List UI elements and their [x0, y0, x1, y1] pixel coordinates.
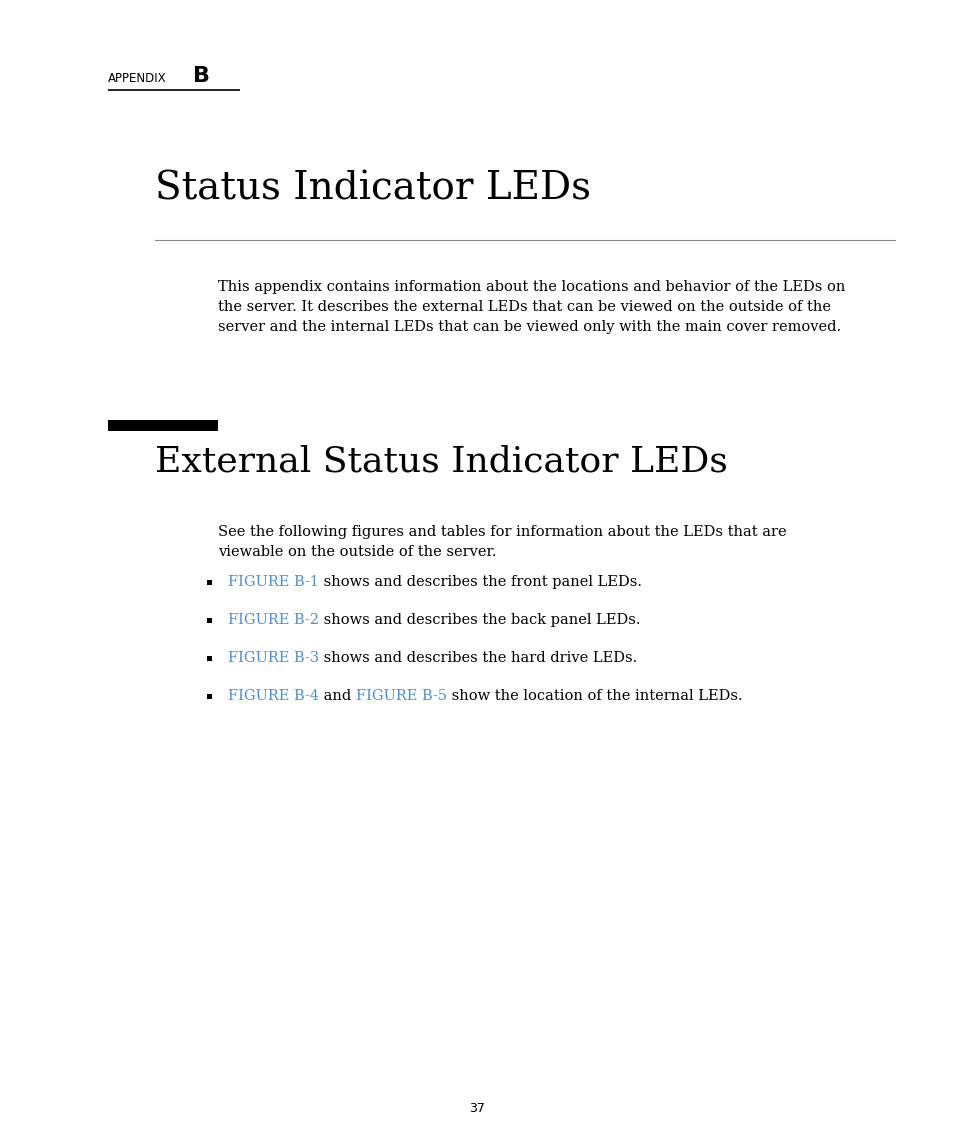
Text: APPENDIX: APPENDIX	[108, 72, 167, 85]
Bar	[207, 579, 212, 584]
Text: shows and describes the front panel LEDs.: shows and describes the front panel LEDs…	[318, 575, 641, 589]
Bar	[207, 655, 212, 661]
Text: FIGURE B-4: FIGURE B-4	[228, 689, 318, 703]
Bar	[207, 617, 212, 623]
Text: 37: 37	[469, 1101, 484, 1114]
Bar	[108, 420, 218, 431]
Text: and: and	[318, 689, 355, 703]
Text: FIGURE B-5: FIGURE B-5	[355, 689, 446, 703]
Text: Status Indicator LEDs: Status Indicator LEDs	[154, 171, 590, 208]
Text: See the following figures and tables for information about the LEDs that are
vie: See the following figures and tables for…	[218, 526, 786, 559]
Text: External Status Indicator LEDs: External Status Indicator LEDs	[154, 445, 727, 479]
Text: B: B	[193, 66, 210, 86]
Text: shows and describes the back panel LEDs.: shows and describes the back panel LEDs.	[318, 613, 639, 627]
Text: FIGURE B-3: FIGURE B-3	[228, 652, 319, 665]
Text: show the location of the internal LEDs.: show the location of the internal LEDs.	[446, 689, 741, 703]
Bar	[207, 694, 212, 698]
Text: This appendix contains information about the locations and behavior of the LEDs : This appendix contains information about…	[218, 281, 844, 334]
Text: FIGURE B-1: FIGURE B-1	[228, 575, 318, 589]
Text: FIGURE B-2: FIGURE B-2	[228, 613, 318, 627]
Text: shows and describes the hard drive LEDs.: shows and describes the hard drive LEDs.	[319, 652, 637, 665]
